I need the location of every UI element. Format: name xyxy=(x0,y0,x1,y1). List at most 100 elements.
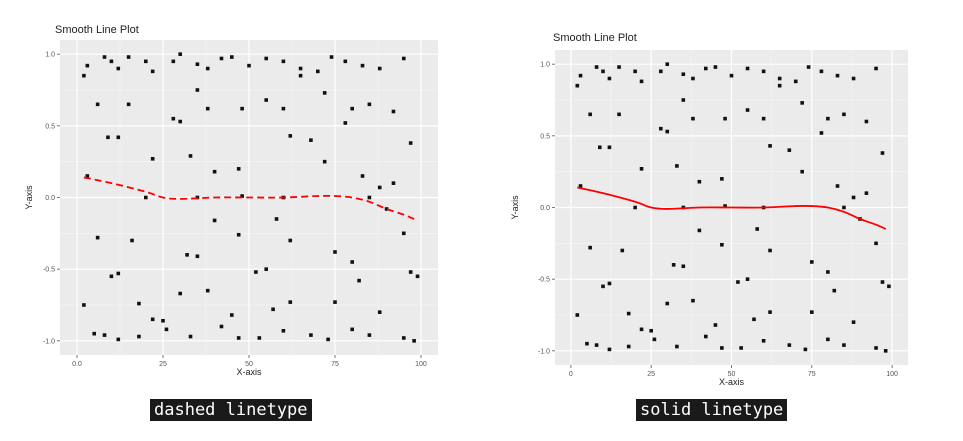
y-tick-label: 1.0 xyxy=(540,62,550,69)
data-point xyxy=(691,298,695,303)
data-point xyxy=(810,310,814,314)
data-point xyxy=(575,313,580,317)
data-point xyxy=(720,177,724,181)
data-point xyxy=(391,109,396,114)
data-point xyxy=(819,69,824,74)
data-point xyxy=(665,129,670,134)
data-point xyxy=(82,73,86,78)
y-axis-label: Y-axis xyxy=(510,195,520,220)
data-point xyxy=(178,119,183,124)
data-point xyxy=(755,227,759,231)
x-tick-label: 50 xyxy=(245,361,253,368)
data-point xyxy=(322,159,327,164)
data-point xyxy=(205,288,210,293)
data-point xyxy=(230,313,234,317)
data-point xyxy=(874,241,878,246)
data-point xyxy=(761,338,766,343)
data-point xyxy=(82,303,86,307)
data-point xyxy=(681,72,686,77)
data-point xyxy=(681,98,686,102)
data-point xyxy=(880,280,885,284)
data-point xyxy=(360,63,365,68)
data-point xyxy=(594,65,599,69)
data-point xyxy=(322,91,327,95)
data-point xyxy=(329,55,334,59)
data-point xyxy=(401,336,406,340)
data-point xyxy=(205,66,210,71)
data-point xyxy=(106,135,110,140)
data-point xyxy=(842,112,846,117)
data-point xyxy=(639,167,644,171)
data-point xyxy=(188,154,193,158)
data-point xyxy=(681,264,686,269)
y-tick-label: -0.5 xyxy=(538,277,550,284)
data-point xyxy=(350,260,354,264)
data-point xyxy=(720,346,724,350)
data-point xyxy=(185,253,189,257)
data-point xyxy=(835,184,840,188)
data-point xyxy=(793,79,798,84)
data-point xyxy=(350,327,354,332)
data-point xyxy=(675,164,679,168)
data-point xyxy=(887,284,891,289)
y-tick-label: 0.5 xyxy=(540,133,550,140)
y-tick-label: 1.0 xyxy=(45,52,55,59)
data-point xyxy=(391,181,396,185)
data-point xyxy=(761,69,766,74)
data-point xyxy=(408,141,413,145)
data-point xyxy=(195,254,200,259)
data-point xyxy=(85,63,90,68)
data-point xyxy=(691,116,695,121)
data-point xyxy=(832,288,837,293)
data-point xyxy=(298,73,303,78)
data-point xyxy=(787,343,792,347)
data-point xyxy=(800,169,804,174)
data-point xyxy=(633,205,637,210)
data-point xyxy=(617,65,621,69)
data-point xyxy=(626,311,631,316)
data-point xyxy=(768,248,772,253)
data-point xyxy=(240,106,244,111)
data-point xyxy=(264,56,268,61)
data-point xyxy=(874,66,878,71)
y-tick-label: 0.0 xyxy=(540,205,550,212)
data-point xyxy=(298,66,303,71)
data-point xyxy=(745,108,750,112)
data-point xyxy=(116,337,121,342)
data-point xyxy=(171,59,176,64)
data-point xyxy=(281,328,286,333)
data-point xyxy=(601,69,605,74)
data-point xyxy=(874,346,878,350)
data-point xyxy=(713,65,718,69)
x-tick-label: 50 xyxy=(728,371,736,378)
data-point xyxy=(264,267,268,271)
data-point xyxy=(412,339,416,343)
data-point xyxy=(649,328,653,333)
data-point xyxy=(851,195,856,200)
data-point xyxy=(109,59,114,64)
caption-solid: solid linetype xyxy=(636,399,788,421)
data-point xyxy=(150,157,155,161)
data-point xyxy=(333,250,337,254)
data-point xyxy=(691,76,695,81)
data-point xyxy=(777,83,782,88)
chart-left: -1.0 -0.5 0.0 0.5 1.0 0.0 25 50 75 100 Smooth Line… xyxy=(24,24,438,377)
data-point xyxy=(697,179,702,184)
data-point xyxy=(787,148,792,152)
x-tick-label: 75 xyxy=(331,361,339,368)
data-point xyxy=(85,174,90,178)
data-point xyxy=(161,318,165,323)
data-point xyxy=(95,235,100,240)
data-point xyxy=(588,112,592,117)
data-point xyxy=(578,73,583,78)
data-point xyxy=(720,242,724,247)
data-point xyxy=(247,63,251,68)
data-point xyxy=(350,106,354,111)
data-point xyxy=(585,341,589,346)
data-point xyxy=(288,300,293,304)
data-point xyxy=(212,218,217,223)
y-tick-label: 0.5 xyxy=(45,123,55,130)
data-point xyxy=(842,343,846,347)
data-point xyxy=(377,185,382,190)
data-point xyxy=(607,76,612,81)
